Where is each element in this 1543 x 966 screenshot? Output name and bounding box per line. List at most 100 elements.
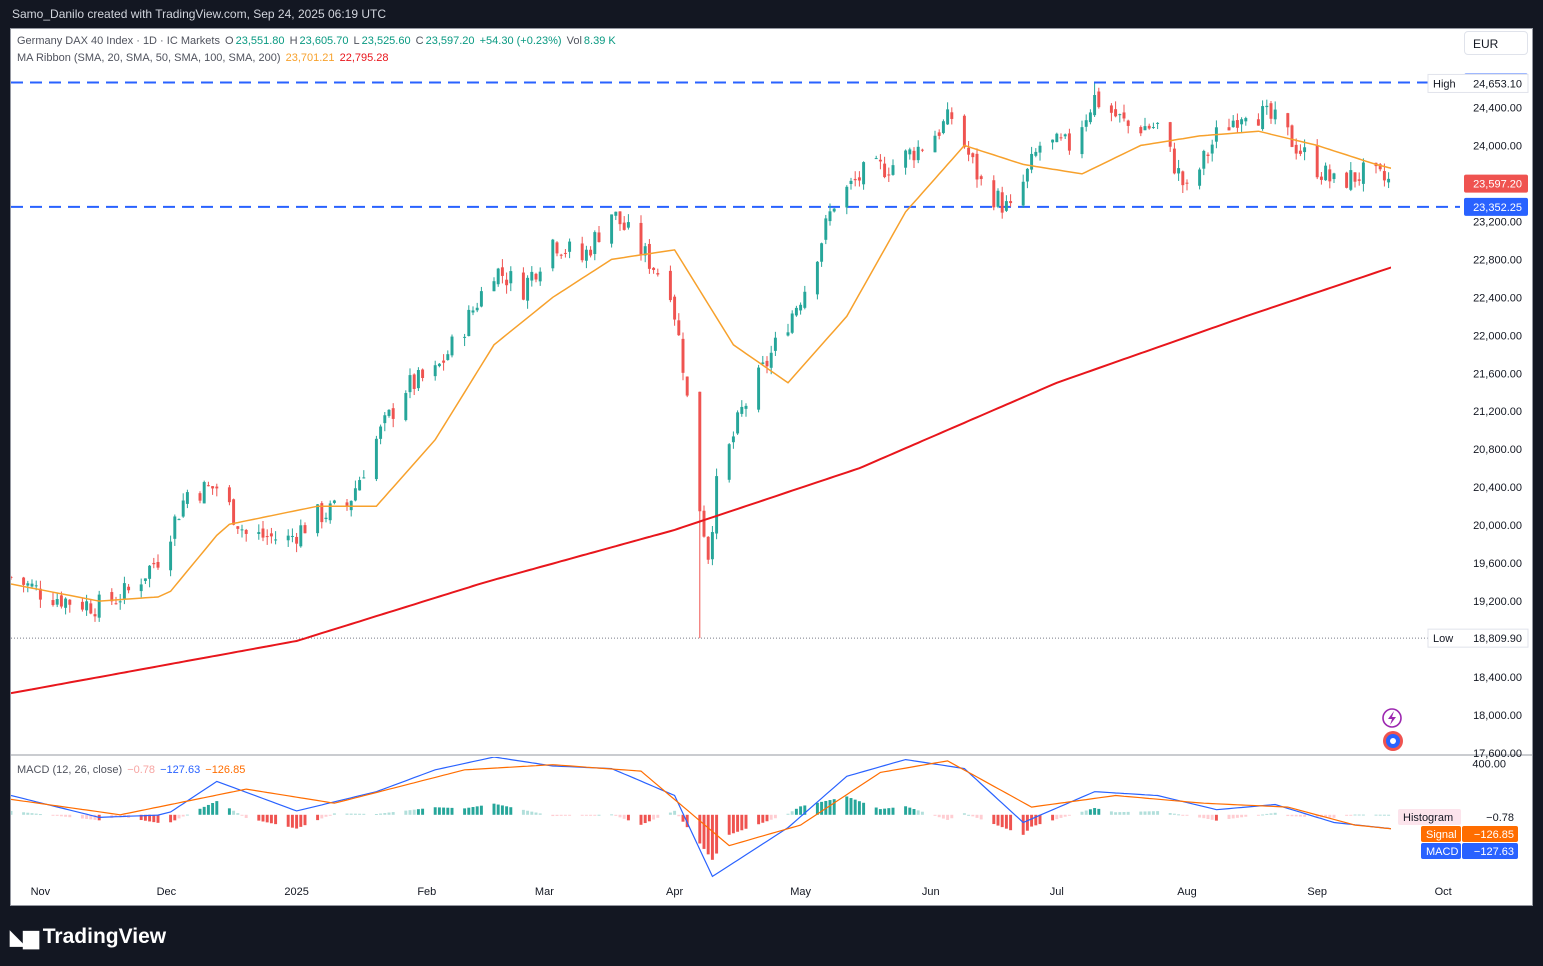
- ma-label[interactable]: MA Ribbon (SMA, 20, SMA, 50, SMA, 100, S…: [17, 52, 281, 64]
- macd-histogram-bar: [530, 811, 534, 815]
- x-tick-label: 2025: [284, 886, 308, 898]
- candle-body: [471, 310, 475, 313]
- signal-tag-label: Signal: [1426, 829, 1457, 841]
- macd-histogram-bar: [1004, 814, 1008, 829]
- macd-histogram-bar: [34, 813, 38, 815]
- candle-body: [946, 109, 950, 125]
- macd-histogram-bar: [815, 802, 819, 815]
- macd-histogram-bar: [1235, 814, 1239, 818]
- candle-body: [64, 598, 68, 608]
- x-tick-label: Feb: [417, 886, 436, 898]
- candle-body: [647, 243, 651, 269]
- candle-body: [538, 271, 542, 282]
- candle-body: [824, 218, 828, 240]
- candle-body: [790, 313, 794, 333]
- macd-histogram-bar: [1000, 814, 1004, 828]
- candle-body: [710, 532, 714, 560]
- y-tick-label: 23,200.00: [1473, 216, 1522, 228]
- candle-body: [1084, 120, 1088, 127]
- candle-body: [904, 150, 908, 168]
- candle-body: [1303, 147, 1307, 153]
- candle-body: [391, 408, 395, 419]
- candle-body: [202, 482, 206, 504]
- candle-body: [387, 409, 391, 416]
- y-tick-label: 22,400.00: [1473, 292, 1522, 304]
- candle-body: [404, 393, 408, 421]
- candle-body: [832, 208, 836, 212]
- macd-histogram-bar: [941, 814, 945, 819]
- tradingview-logo[interactable]: ◣▆ TradingView: [10, 922, 166, 952]
- candle-body: [139, 584, 143, 592]
- candle-body: [97, 594, 101, 618]
- macd-histogram-bar: [1261, 814, 1265, 816]
- candle-body: [639, 222, 643, 255]
- macd-histogram-bar: [26, 812, 30, 815]
- macd-tag-label: MACD: [1426, 846, 1458, 858]
- candle-body: [1055, 133, 1059, 143]
- candle-body: [244, 529, 248, 534]
- lightning-icon[interactable]: [1382, 708, 1402, 728]
- macd-histogram-bar: [555, 814, 559, 816]
- candle-body: [1269, 103, 1273, 119]
- candle-body: [1156, 122, 1160, 124]
- macd-indicator-label[interactable]: MACD (12, 26, close): [17, 764, 123, 776]
- macd-histogram-bar: [652, 814, 656, 820]
- macd-hist-value: −0.78: [127, 764, 156, 776]
- macd-histogram-bar: [349, 813, 353, 815]
- macd-histogram-bar: [740, 814, 744, 831]
- candle-body: [22, 577, 26, 585]
- macd-histogram-bar: [534, 812, 538, 815]
- candle-body: [1357, 179, 1361, 181]
- candle-body: [345, 502, 349, 507]
- macd-histogram-bar: [22, 812, 26, 815]
- candle-body: [1122, 112, 1126, 119]
- macd-histogram-bar: [1181, 814, 1185, 816]
- macd-histogram-bar: [177, 814, 181, 819]
- candle-body: [971, 153, 975, 158]
- candle-body: [475, 307, 479, 311]
- macd-histogram-bar: [391, 812, 395, 815]
- macd-histogram-bar: [975, 814, 979, 818]
- candle-body: [1025, 168, 1029, 182]
- economic-events-icon[interactable]: [1383, 731, 1403, 751]
- macd-histogram-bar: [463, 808, 467, 815]
- macd-histogram-bar: [85, 814, 89, 819]
- level-price-tag: [1464, 197, 1528, 216]
- candle-body: [1244, 118, 1248, 122]
- macd-histogram-bar: [773, 814, 777, 819]
- macd-histogram-bar: [1168, 813, 1172, 815]
- histogram-value-tag: [1462, 809, 1518, 825]
- candle-body: [1261, 106, 1265, 130]
- signal-value-tag: [1462, 826, 1518, 842]
- candle-body: [757, 367, 761, 410]
- symbol-name[interactable]: Germany DAX 40 Index · 1D · IC Markets: [17, 35, 220, 47]
- macd-histogram-bar: [1244, 814, 1248, 817]
- ma-fast-value: 23,701.21: [285, 52, 335, 64]
- y-tick-label: 24,000.00: [1473, 140, 1522, 152]
- candle-body: [668, 270, 672, 301]
- macd-histogram-bar: [374, 814, 378, 816]
- macd-histogram-bar: [387, 812, 391, 815]
- macd-histogram-bar: [185, 814, 189, 816]
- macd-histogram-bar: [274, 814, 278, 825]
- candle-body: [912, 150, 916, 161]
- macd-histogram-bar: [181, 814, 185, 817]
- high-tag-label: High: [1433, 78, 1456, 90]
- macd-histogram-bar: [1206, 814, 1210, 819]
- macd-histogram-bar: [521, 809, 525, 815]
- macd-histogram-bar: [173, 814, 177, 821]
- candle-body: [240, 529, 244, 531]
- candle-body: [467, 309, 471, 337]
- macd-histogram-bar: [324, 814, 328, 817]
- macd-histogram-bar: [492, 803, 496, 815]
- candle-body: [1240, 119, 1244, 125]
- candle-body: [853, 178, 857, 181]
- chart-attribution: Samo_Danilo created with TradingView.com…: [12, 7, 386, 21]
- macd-histogram-bar: [1382, 814, 1386, 816]
- candle-body: [568, 241, 572, 252]
- currency-selector[interactable]: EUR: [1464, 31, 1528, 55]
- candle-body: [479, 291, 483, 307]
- candle-body: [584, 249, 588, 261]
- macd-histogram-bar: [950, 814, 954, 819]
